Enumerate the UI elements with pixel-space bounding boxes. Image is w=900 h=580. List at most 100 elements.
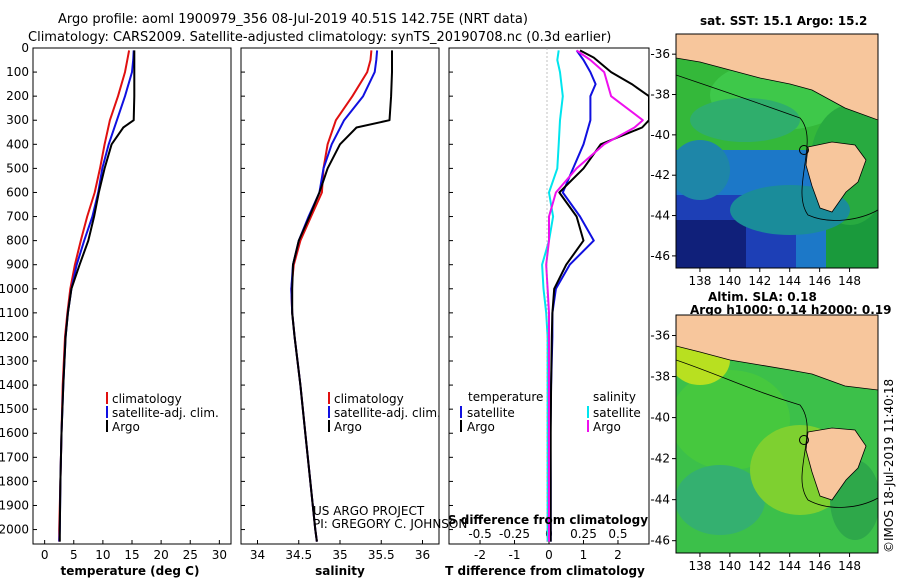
- lat-tick-label: -44: [650, 493, 670, 507]
- lon-tick-label: 144: [778, 559, 801, 573]
- temperature-axis-label: temperature (deg C): [61, 564, 200, 578]
- depth-tick-label: 100: [6, 65, 29, 79]
- lon-tick-label: 142: [748, 559, 771, 573]
- lon-tick-label: 140: [718, 559, 741, 573]
- temperature-legend: climatology satellite-adj. clim. Argo: [106, 392, 219, 434]
- legend-label-climatology: climatology: [334, 392, 404, 406]
- lat-tick-label: -36: [650, 47, 670, 61]
- lon-tick-label: 146: [808, 274, 831, 288]
- depth-tick-label: 1700: [0, 450, 29, 464]
- depth-tick-label: 400: [6, 137, 29, 151]
- x-tick-label: 25: [183, 548, 198, 562]
- depth-tick-label: 1500: [0, 402, 29, 416]
- x-tick-label: 20: [153, 548, 168, 562]
- x-tick-label: 0: [545, 548, 553, 562]
- depth-tick-label: 1600: [0, 426, 29, 440]
- x-tick-label: 34: [250, 548, 265, 562]
- x-tick-label: 35.5: [368, 548, 395, 562]
- lon-tick-label: 148: [838, 274, 861, 288]
- lat-tick-label: -42: [650, 452, 670, 466]
- difference-series: [541, 49, 649, 542]
- legend-label-satellite: satellite-adj. clim.: [112, 406, 219, 420]
- legend-label-sal-satellite: satellite: [593, 406, 641, 420]
- legend-label-sal-argo: Argo: [593, 420, 621, 434]
- lat-tick-label: -46: [650, 534, 670, 548]
- project-credit: US ARGO PROJECT: [313, 504, 425, 518]
- legend-label-climatology: climatology: [112, 392, 182, 406]
- x-tick-label: -2: [474, 548, 486, 562]
- difference-axis-label: T difference from climatology: [445, 564, 645, 578]
- legend-label-temp-satellite: satellite: [467, 406, 515, 420]
- lat-tick-label: -36: [650, 329, 670, 343]
- lon-tick-label: 138: [688, 274, 711, 288]
- x-tick-label: 15: [124, 548, 139, 562]
- depth-tick-label: 1100: [0, 306, 29, 320]
- depth-tick-label: 700: [6, 210, 29, 224]
- depth-tick-label: 1800: [0, 474, 29, 488]
- lat-tick-label: -38: [650, 88, 670, 102]
- x-tick-label: 1: [580, 548, 588, 562]
- depth-tick-label: 2000: [0, 523, 29, 537]
- temperature-x-axis: 0 5 10 15 20 25 30: [41, 540, 227, 562]
- imos-credit: ©IMOS 18-Jul-2019 11:40:18: [882, 379, 896, 553]
- depth-axis: 0 100 200 300 400 500 600 700 800 900 1000 1100 1200…: [0, 41, 453, 537]
- legend-title-temperature: temperature: [468, 390, 543, 404]
- x-tick-label: 2: [614, 548, 622, 562]
- legend-title-salinity: salinity: [593, 390, 636, 404]
- salinity-legend: climatology satellite-adj. clim. Argo: [328, 392, 441, 434]
- lon-tick-label: 142: [748, 274, 771, 288]
- series-line-temperature-argo: [549, 49, 649, 542]
- depth-tick-label: 1000: [0, 282, 29, 296]
- lon-tick-label: 138: [688, 559, 711, 573]
- legend-label-temp-argo: Argo: [467, 420, 495, 434]
- pi-credit: PI: GREGORY C. JOHNSON: [313, 517, 467, 531]
- depth-tick-label: 900: [6, 258, 29, 272]
- depth-tick-label: 1400: [0, 378, 29, 392]
- depth-tick-label: 1300: [0, 354, 29, 368]
- depth-tick-label: 0: [21, 41, 29, 55]
- sst-map: [676, 34, 878, 268]
- salinity-difference-axis-label: S difference from climatology: [448, 513, 648, 527]
- title-line-1: Argo profile: aoml 1900979_356 08-Jul-20…: [58, 12, 528, 27]
- top-x-tick-label: -0.5: [468, 527, 491, 541]
- series-line-argo: [291, 50, 393, 542]
- x-tick-label: 0: [41, 548, 49, 562]
- lat-tick-label: -40: [650, 128, 670, 142]
- argo-height-label: Argo h1000: 0.14 h2000: 0.19: [690, 303, 891, 317]
- lon-tick-label: 146: [808, 559, 831, 573]
- depth-tick-label: 500: [6, 161, 29, 175]
- legend-label-satellite: satellite-adj. clim.: [334, 406, 441, 420]
- depth-tick-label: 300: [6, 113, 29, 127]
- salinity-axis-label: salinity: [315, 564, 365, 578]
- sst-label: sat. SST: 15.1 Argo: 15.2: [700, 14, 867, 28]
- altim-label: Altim. SLA: 0.18: [708, 290, 817, 304]
- temperature-panel: [32, 47, 232, 545]
- difference-legend: temperature satellite Argo salinity sate…: [460, 390, 641, 434]
- x-tick-label: 36: [415, 548, 430, 562]
- lat-tick-label: -38: [650, 370, 670, 384]
- sst-map-axes: 138 140 142 144 146 148 -36 -38 -40 -42 -44 -46: [650, 47, 861, 288]
- lat-tick-label: -46: [650, 249, 670, 263]
- lon-tick-label: 144: [778, 274, 801, 288]
- legend-label-argo: Argo: [334, 420, 362, 434]
- series-line-salinity-argo: [545, 49, 644, 542]
- top-x-tick-label: 0.5: [608, 527, 627, 541]
- altimetry-map: [676, 315, 878, 553]
- depth-tick-label: 1900: [0, 498, 29, 512]
- x-tick-label: 34.5: [285, 548, 312, 562]
- depth-tick-label: 600: [6, 185, 29, 199]
- top-x-tick-label: 0.25: [570, 527, 597, 541]
- x-tick-label: 30: [212, 548, 227, 562]
- legend-label-argo: Argo: [112, 420, 140, 434]
- depth-tick-label: 200: [6, 89, 29, 103]
- x-tick-label: 35: [332, 548, 347, 562]
- temperature-series: [58, 50, 136, 542]
- salinity-x-axis: 34 34.5 35 35.5 36: [250, 540, 430, 562]
- argo-position-marker: [799, 435, 809, 445]
- lon-tick-label: 140: [718, 274, 741, 288]
- depth-tick-label: 1200: [0, 330, 29, 344]
- title-line-2: Climatology: CARS2009. Satellite-adjuste…: [28, 30, 611, 45]
- lat-tick-label: -40: [650, 411, 670, 425]
- salinity-series: [290, 50, 393, 542]
